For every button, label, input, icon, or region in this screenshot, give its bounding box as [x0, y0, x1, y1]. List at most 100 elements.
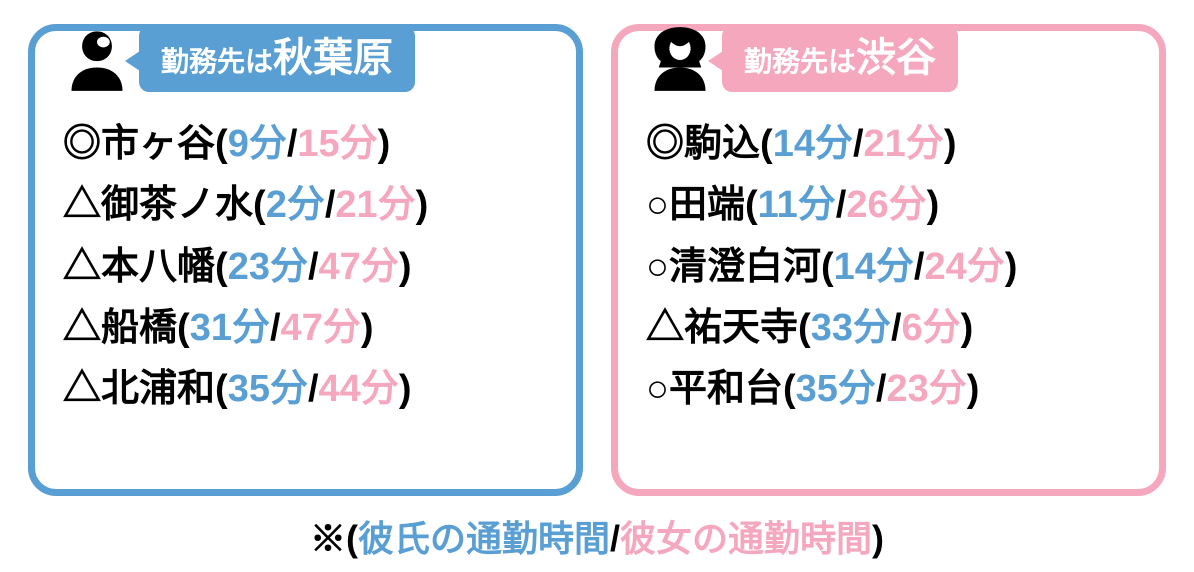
- list-item: △祐天寺(33分/6分): [646, 303, 1131, 354]
- left-badge-location: 秋葉原: [273, 36, 393, 80]
- paren-close: ): [961, 307, 974, 349]
- male-commute-time: 11分: [758, 184, 836, 226]
- female-commute-time: 44分: [319, 368, 399, 410]
- rank-mark: △: [63, 307, 101, 349]
- speech-tail-icon: [125, 49, 143, 73]
- right-badge-prefix: 勤務先は: [744, 46, 856, 77]
- female-commute-time: 15分: [297, 123, 377, 165]
- left-badge: 勤務先は秋葉原: [139, 26, 415, 92]
- list-item: △本八幡(23分/47分): [63, 242, 548, 293]
- rank-mark: ○: [646, 184, 669, 226]
- paren-open: (: [783, 368, 796, 410]
- time-separator: /: [891, 307, 902, 349]
- paren-open: (: [215, 246, 228, 288]
- list-item: △北浦和(35分/44分): [63, 364, 548, 415]
- station-name: 市ヶ谷: [101, 123, 215, 165]
- paren-open: (: [745, 184, 758, 226]
- footnote-female-label: 彼女の通勤時間: [620, 518, 872, 559]
- station-name: 祐天寺: [684, 307, 798, 349]
- female-commute-time: 47分: [281, 307, 361, 349]
- right-header: 勤務先は渋谷: [646, 25, 958, 93]
- paren-open: (: [215, 123, 228, 165]
- female-commute-time: 26分: [846, 184, 926, 226]
- male-commute-time: 23分: [228, 246, 308, 288]
- footnote-suffix: ): [872, 518, 884, 559]
- male-commute-time: 35分: [796, 368, 876, 410]
- time-separator: /: [308, 368, 319, 410]
- time-separator: /: [876, 368, 887, 410]
- rank-mark: ◎: [646, 123, 684, 165]
- paren-open: (: [215, 368, 228, 410]
- panels-container: 勤務先は秋葉原 ◎市ヶ谷(9分/15分)△御茶ノ水(2分/21分)△本八幡(23…: [28, 24, 1166, 496]
- male-commute-time: 14分: [834, 246, 914, 288]
- time-separator: /: [836, 184, 847, 226]
- rank-mark: △: [63, 246, 101, 288]
- left-badge-prefix: 勤務先は: [161, 46, 273, 77]
- female-commute-time: 21分: [864, 123, 944, 165]
- rank-mark: ◎: [63, 123, 101, 165]
- paren-close: ): [399, 368, 412, 410]
- male-commute-time: 31分: [190, 307, 270, 349]
- paren-open: (: [821, 246, 834, 288]
- time-separator: /: [325, 184, 336, 226]
- right-badge: 勤務先は渋谷: [722, 26, 958, 92]
- station-name: 田端: [669, 184, 745, 226]
- paren-close: ): [378, 123, 391, 165]
- paren-close: ): [1005, 246, 1018, 288]
- time-separator: /: [308, 246, 319, 288]
- speech-tail-icon: [708, 49, 726, 73]
- rank-mark: △: [63, 184, 101, 226]
- rank-mark: △: [646, 307, 684, 349]
- paren-close: ): [416, 184, 429, 226]
- station-name: 本八幡: [101, 246, 215, 288]
- paren-open: (: [177, 307, 190, 349]
- paren-close: ): [361, 307, 374, 349]
- male-commute-time: 2分: [266, 184, 325, 226]
- female-commute-time: 21分: [335, 184, 415, 226]
- list-item: ◎駒込(14分/21分): [646, 119, 1131, 170]
- left-list: ◎市ヶ谷(9分/15分)△御茶ノ水(2分/21分)△本八幡(23分/47分)△船…: [63, 119, 548, 415]
- left-header: 勤務先は秋葉原: [63, 25, 415, 93]
- paren-close: ): [399, 246, 412, 288]
- female-person-icon: [646, 25, 714, 93]
- rank-mark: ○: [646, 368, 669, 410]
- list-item: ○田端(11分/26分): [646, 180, 1131, 231]
- paren-close: ): [927, 184, 940, 226]
- paren-open: (: [253, 184, 266, 226]
- right-list: ◎駒込(14分/21分)○田端(11分/26分)○清澄白河(14分/24分)△祐…: [646, 119, 1131, 415]
- male-commute-time: 33分: [811, 307, 891, 349]
- paren-close: ): [967, 368, 980, 410]
- list-item: ◎市ヶ谷(9分/15分): [63, 119, 548, 170]
- footnote-male-label: 彼氏の通勤時間: [358, 518, 610, 559]
- male-person-icon: [63, 25, 131, 93]
- right-badge-location: 渋谷: [856, 36, 936, 80]
- footnote-separator: /: [610, 518, 620, 559]
- station-name: 駒込: [684, 123, 760, 165]
- station-name: 船橋: [101, 307, 177, 349]
- male-commute-time: 35分: [228, 368, 308, 410]
- footnote-prefix: ※(: [310, 518, 358, 559]
- station-name: 平和台: [669, 368, 783, 410]
- female-commute-time: 6分: [902, 307, 961, 349]
- female-commute-time: 23分: [886, 368, 966, 410]
- female-commute-time: 24分: [924, 246, 1004, 288]
- male-commute-time: 14分: [773, 123, 853, 165]
- list-item: △船橋(31分/47分): [63, 303, 548, 354]
- time-separator: /: [270, 307, 281, 349]
- paren-open: (: [798, 307, 811, 349]
- male-commute-time: 9分: [228, 123, 287, 165]
- station-name: 北浦和: [101, 368, 215, 410]
- right-panel: 勤務先は渋谷 ◎駒込(14分/21分)○田端(11分/26分)○清澄白河(14分…: [611, 24, 1166, 496]
- station-name: 御茶ノ水: [101, 184, 253, 226]
- list-item: ○清澄白河(14分/24分): [646, 242, 1131, 293]
- rank-mark: ○: [646, 246, 669, 288]
- rank-mark: △: [63, 368, 101, 410]
- list-item: △御茶ノ水(2分/21分): [63, 180, 548, 231]
- left-panel: 勤務先は秋葉原 ◎市ヶ谷(9分/15分)△御茶ノ水(2分/21分)△本八幡(23…: [28, 24, 583, 496]
- list-item: ○平和台(35分/23分): [646, 364, 1131, 415]
- time-separator: /: [287, 123, 298, 165]
- time-separator: /: [853, 123, 864, 165]
- female-commute-time: 47分: [319, 246, 399, 288]
- paren-close: ): [944, 123, 957, 165]
- footnote: ※(彼氏の通勤時間/彼女の通勤時間): [28, 510, 1166, 562]
